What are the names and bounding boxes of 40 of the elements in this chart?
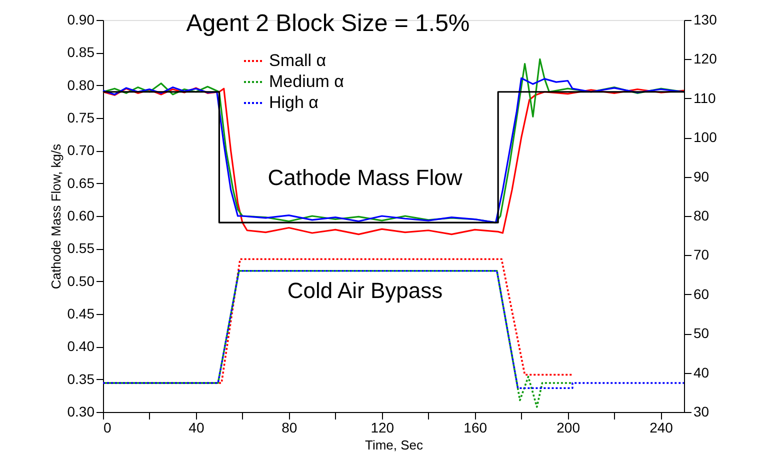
legend-label: Small α: [269, 51, 326, 70]
y-tick-label: 0.50: [67, 272, 95, 289]
annotation: Cathode Mass Flow: [268, 165, 462, 190]
x-tick-label: 120: [370, 420, 394, 436]
y2-tick-label: 130: [694, 12, 718, 28]
y2-tick-label: 60: [694, 286, 710, 302]
y-tick-label: 0.75: [67, 110, 95, 126]
x-tick-label: 40: [188, 420, 204, 436]
x-tick-label: 0: [104, 420, 112, 436]
y-tick-label: 0.45: [67, 306, 95, 322]
line-series: [102, 270, 574, 408]
y-tick-label: 0.65: [67, 174, 95, 191]
y2-tick-label: 110: [694, 90, 716, 106]
y2-tick-label: 40: [694, 364, 710, 380]
x-tick-label: 160: [464, 420, 488, 436]
legend-label: High α: [269, 93, 319, 112]
x-tick-label: 240: [650, 420, 674, 436]
y-tick-label: 0.35: [67, 370, 95, 387]
y-tick-label: 0.90: [67, 12, 95, 28]
y2-tick-label: 50: [694, 325, 710, 342]
y2-tick-label: 70: [694, 246, 710, 263]
y-tick-label: 0.60: [67, 208, 95, 224]
y2-tick-label: 80: [694, 208, 710, 224]
y2-tick-label: 90: [694, 168, 710, 184]
y2-tick-label: 100: [694, 129, 718, 146]
y-tick-label: 0.80: [67, 76, 95, 93]
y2-tick-label: 120: [694, 50, 718, 67]
y-axis-title: Cathode Mass Flow, kg/s: [48, 143, 64, 290]
legend-label: Medium α: [269, 72, 344, 91]
y2-tick-label: 30: [694, 404, 710, 420]
y-tick-label: 0.40: [67, 338, 95, 354]
y-tick-label: 0.30: [67, 404, 95, 420]
annotation: Cold Air Bypass: [287, 278, 443, 303]
y-tick-label: 0.70: [67, 142, 95, 158]
x-tick-label: 200: [556, 420, 580, 436]
chart-title: Agent 2 Block Size = 1.5%: [186, 10, 470, 37]
x-axis-title: Time, Sec: [364, 438, 424, 452]
y-tick-label: 0.85: [67, 44, 95, 60]
x-tick-label: 80: [282, 420, 298, 436]
y-tick-label: 0.55: [67, 240, 95, 256]
